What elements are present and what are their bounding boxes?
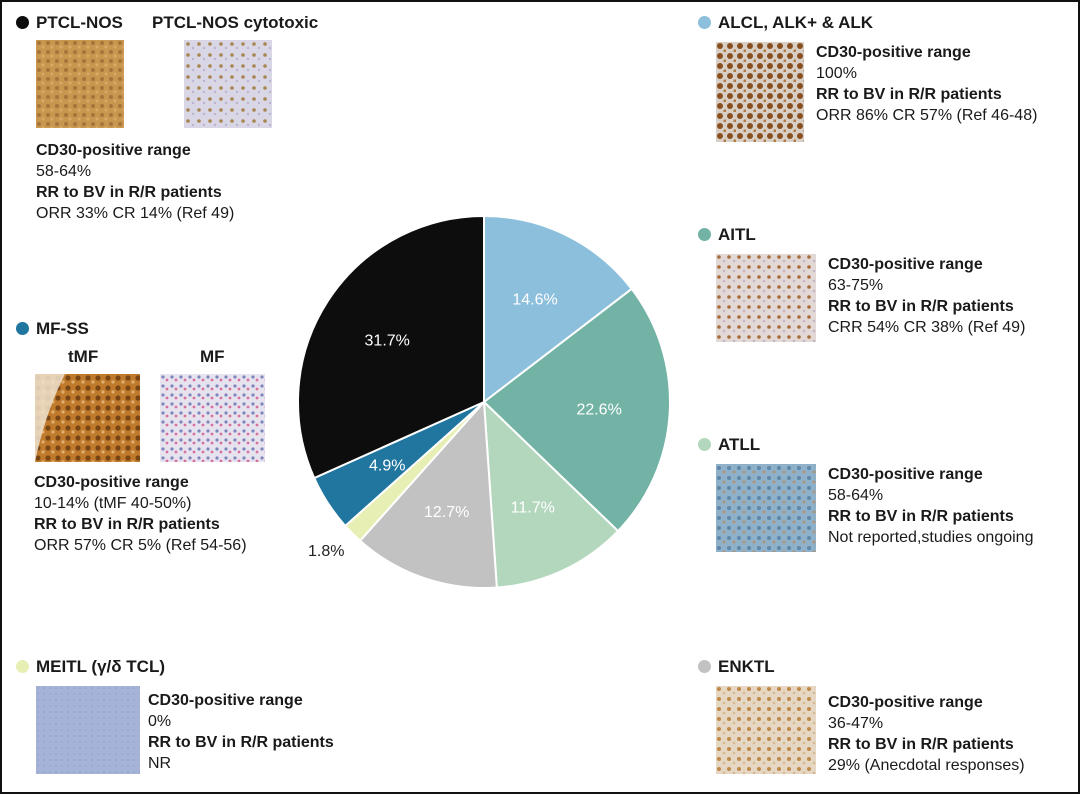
panel-atll: ATLL CD30-positive range 58-64% RR to BV… — [698, 434, 1073, 564]
atll-cd30-label: CD30-positive range — [828, 466, 983, 483]
atll-cd30-value: 58-64% — [828, 487, 884, 504]
mfss-title: MF-SS — [16, 318, 89, 339]
enktl-micrograph — [716, 686, 816, 774]
pie-chart: 14.6% 22.6% 11.7% 12.7% 1.8% 4.9% 31.7% — [284, 206, 694, 596]
aitl-cd30-value: 63-75% — [828, 277, 884, 294]
alcl-legend-dot — [698, 16, 711, 29]
aitl-legend-dot — [698, 228, 711, 241]
atll-legend-dot — [698, 438, 711, 451]
alcl-cd30-value: 100% — [816, 65, 857, 82]
pie-label-2: 11.7% — [511, 499, 555, 516]
alcl-micrograph — [716, 42, 804, 142]
meitl-title: MEITL (γ/δ TCL) — [16, 656, 165, 677]
atll-response-value: Not reported,studies ongoing — [828, 529, 1034, 546]
alcl-response-value: ORR 86% CR 57% (Ref 46-48) — [816, 107, 1038, 124]
atll-details: CD30-positive range 58-64% RR to BV in R… — [828, 464, 1033, 548]
enktl-details: CD30-positive range 36-47% RR to BV in R… — [828, 692, 1025, 776]
mfss-mf-micrograph — [160, 374, 265, 462]
mfss-legend-dot — [16, 322, 29, 335]
alcl-title: ALCL, ALK+ & ALK — [698, 12, 873, 33]
alcl-title-text: ALCL, ALK+ & ALK — [718, 13, 874, 32]
aitl-details: CD30-positive range 63-75% RR to BV in R… — [828, 254, 1025, 338]
pie-label-4: 1.8% — [308, 543, 344, 560]
mfss-tmf-micrograph — [35, 374, 140, 462]
panel-meitl: MEITL (γ/δ TCL) CD30-positive range 0% R… — [16, 656, 376, 786]
alcl-rr-label: RR to BV in R/R patients — [816, 86, 1002, 103]
panel-mfss: MF-SS tMF MF CD30-positive range 10-14% … — [16, 318, 316, 568]
mfss-details: CD30-positive range 10-14% (tMF 40-50%) … — [34, 472, 247, 556]
pie-slice-2 — [482, 399, 620, 589]
meitl-cd30-label: CD30-positive range — [148, 692, 303, 709]
panel-aitl: AITL CD30-positive range 63-75% RR to BV… — [698, 224, 1068, 354]
ptcl-details: CD30-positive range 58-64% RR to BV in R… — [36, 140, 234, 224]
aitl-rr-label: RR to BV in R/R patients — [828, 298, 1014, 315]
meitl-title-text: MEITL (γ/δ TCL) — [36, 657, 165, 676]
ptcl-cytotoxic-title: PTCL-NOS cytotoxic — [152, 13, 319, 32]
enktl-response-value: 29% (Anecdotal responses) — [828, 757, 1025, 774]
ptcl-cytotoxic-micrograph — [184, 40, 272, 128]
pie-slice-0 — [483, 214, 634, 405]
meitl-legend-dot — [16, 660, 29, 673]
ptcl-cd30-value: 58-64% — [36, 163, 92, 180]
pie-slice-1 — [482, 287, 671, 533]
meitl-response-value: NR — [148, 755, 172, 772]
pie-label-3: 12.7% — [424, 504, 469, 521]
enktl-cd30-label: CD30-positive range — [828, 694, 983, 711]
ptcl-title-text: PTCL-NOS — [36, 13, 123, 32]
alcl-details: CD30-positive range 100% RR to BV in R/R… — [816, 42, 1037, 126]
pie-slice-6 — [297, 214, 485, 480]
ptcl-response-value: ORR 33% CR 14% (Ref 49) — [36, 205, 235, 222]
enktl-legend-dot — [698, 660, 711, 673]
panel-alcl: ALCL, ALK+ & ALK CD30-positive range 100… — [698, 12, 1068, 162]
enktl-cd30-value: 36-47% — [828, 715, 884, 732]
mfss-response-value: ORR 57% CR 5% (Ref 54-56) — [34, 537, 247, 554]
mfss-title-text: MF-SS — [36, 319, 89, 338]
aitl-cd30-label: CD30-positive range — [828, 256, 983, 273]
meitl-cd30-value: 0% — [148, 713, 172, 730]
mfss-cd30-label: CD30-positive range — [34, 474, 189, 491]
aitl-title: AITL — [698, 224, 756, 245]
mfss-tmf-label: tMF — [68, 347, 99, 366]
meitl-micrograph — [36, 686, 140, 774]
ptcl-micrograph — [36, 40, 124, 128]
meitl-rr-label: RR to BV in R/R patients — [148, 734, 334, 751]
meitl-details: CD30-positive range 0% RR to BV in R/R p… — [148, 690, 334, 774]
atll-micrograph — [716, 464, 816, 552]
pie-label-1: 22.6% — [576, 402, 621, 419]
atll-title-text: ATLL — [718, 435, 761, 454]
pie-label-0: 14.6% — [512, 292, 557, 309]
enktl-title: ENKTL — [698, 656, 775, 677]
aitl-title-text: AITL — [718, 225, 756, 244]
ptcl-legend-dot — [16, 16, 29, 29]
ptcl-rr-label: RR to BV in R/R patients — [36, 184, 222, 201]
aitl-micrograph — [716, 254, 816, 342]
atll-title: ATLL — [698, 434, 760, 455]
enktl-rr-label: RR to BV in R/R patients — [828, 736, 1014, 753]
ptcl-title: PTCL-NOS — [16, 12, 123, 33]
atll-rr-label: RR to BV in R/R patients — [828, 508, 1014, 525]
panel-enktl: ENKTL CD30-positive range 36-47% RR to B… — [698, 656, 1068, 786]
mfss-rr-label: RR to BV in R/R patients — [34, 516, 220, 533]
ptcl-cd30-label: CD30-positive range — [36, 142, 191, 159]
pie-slice-3 — [358, 399, 498, 589]
aitl-response-value: CRR 54% CR 38% (Ref 49) — [828, 319, 1026, 336]
alcl-cd30-label: CD30-positive range — [816, 44, 971, 61]
enktl-title-text: ENKTL — [718, 657, 775, 676]
pie-label-5: 4.9% — [369, 458, 405, 475]
mfss-cd30-value: 10-14% (tMF 40-50%) — [34, 495, 192, 512]
pie-chart-svg: 14.6% 22.6% 11.7% 12.7% 1.8% 4.9% 31.7% — [297, 214, 671, 589]
panel-ptcl: PTCL-NOS PTCL-NOS cytotoxic CD30-positiv… — [16, 12, 319, 232]
pie-label-6: 31.7% — [365, 332, 410, 349]
mfss-mf-label: MF — [200, 347, 225, 366]
